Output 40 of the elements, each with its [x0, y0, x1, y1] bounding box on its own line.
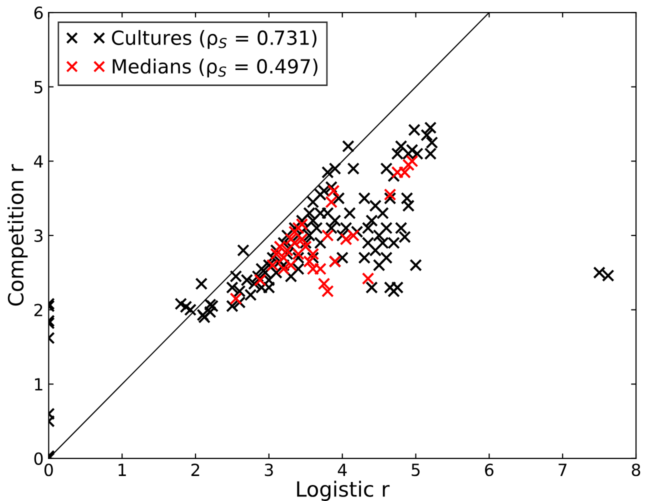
y-tick-label: 4: [34, 155, 43, 168]
x-tick-label: 4: [338, 464, 347, 476]
point: [306, 248, 320, 260]
point: [327, 184, 340, 198]
x-tick-label: 2: [191, 464, 200, 476]
point: [284, 259, 298, 272]
y-tick-label: 0: [34, 452, 43, 465]
point: [406, 154, 418, 168]
point: [303, 255, 316, 268]
point: [254, 274, 266, 286]
y-axis-title: Competition r: [7, 164, 28, 306]
x-tick-label: 3: [264, 464, 273, 476]
point: [321, 229, 334, 242]
point: [277, 252, 290, 264]
x-tick-label: 0: [44, 464, 53, 476]
y-tick-label: 1: [35, 378, 42, 390]
point: [347, 229, 360, 242]
x-axis-title: Logistic r: [297, 480, 390, 501]
point: [384, 188, 396, 201]
point: [318, 278, 330, 290]
x-tick-label: 1: [118, 464, 126, 476]
point: [230, 292, 242, 305]
x-tick-label: 6: [485, 464, 494, 476]
x-tick-label: 5: [412, 464, 420, 476]
y-tick-label: 3: [34, 229, 42, 242]
x-tick-label: 8: [632, 464, 640, 476]
x-tick-label: 7: [558, 464, 566, 476]
legend-label: Cultures (ρ$_{S}$ = 0.731): [112, 30, 316, 49]
legend-label: Medians (ρ$_{S}$ = 0.497): [112, 58, 318, 78]
y-tick-label: 2: [34, 304, 42, 316]
point: [325, 196, 338, 208]
point: [296, 218, 308, 231]
point: [292, 222, 304, 234]
point: [321, 285, 334, 298]
point: [340, 232, 352, 246]
point: [274, 240, 286, 253]
point: [362, 272, 374, 285]
y-tick-label: 5: [34, 81, 42, 94]
point: [402, 158, 415, 172]
y-tick-label: 6: [34, 6, 43, 20]
